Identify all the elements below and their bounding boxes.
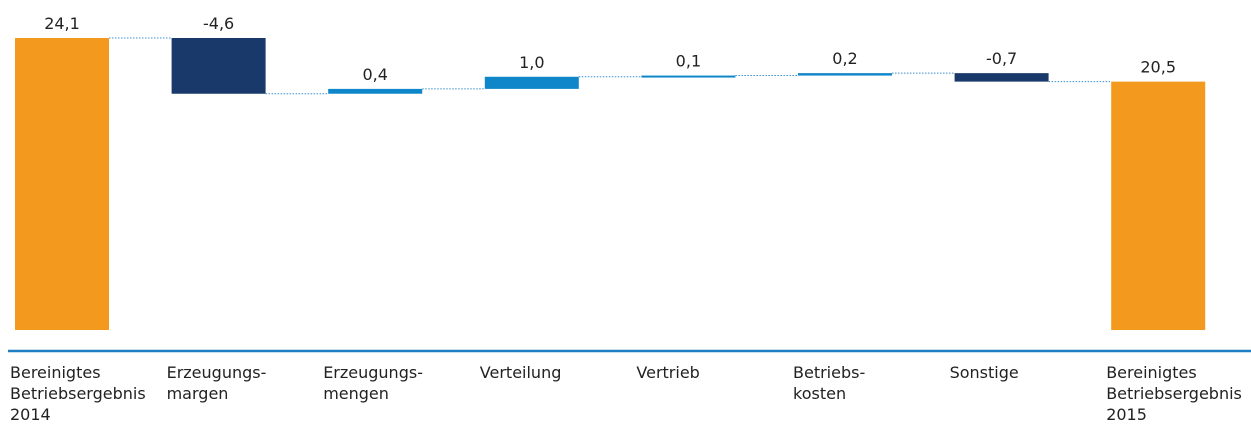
value-label: -0,7: [986, 49, 1017, 68]
bar: [171, 38, 266, 94]
bar: [15, 38, 109, 330]
x-tick-label: Betriebsergebnis: [1106, 384, 1242, 403]
x-tick-label: Vertrieb: [636, 363, 699, 382]
bar: [484, 76, 579, 89]
value-label: -4,6: [203, 14, 234, 33]
value-label: 0,1: [676, 52, 701, 71]
x-tick-label: Betriebs-: [793, 363, 865, 382]
bar: [328, 88, 423, 94]
bar: [798, 73, 892, 76]
x-tick-label: Betriebsergebnis: [10, 384, 146, 403]
x-tick-label: Erzeugungs-: [167, 363, 267, 382]
bar: [1111, 81, 1206, 330]
x-tick-label: mengen: [323, 384, 389, 403]
x-tick-label: margen: [167, 384, 229, 403]
x-tick-label: Bereinigtes: [1106, 363, 1197, 382]
x-tick-label: Bereinigtes: [10, 363, 101, 382]
x-tick-label: Erzeugungs-: [323, 363, 423, 382]
value-label: 24,1: [44, 14, 80, 33]
bar: [641, 75, 736, 78]
x-tick-label: 2014: [10, 405, 51, 424]
x-tick-label: Verteilung: [480, 363, 562, 382]
x-tick-label: Sonstige: [950, 363, 1019, 382]
value-label: 0,2: [832, 49, 857, 68]
x-tick-label: kosten: [793, 384, 846, 403]
value-label: 0,4: [362, 65, 387, 84]
value-label: 1,0: [519, 53, 544, 72]
x-tick-label: 2015: [1106, 405, 1147, 424]
value-label: 20,5: [1140, 58, 1176, 77]
bar: [954, 73, 1049, 82]
